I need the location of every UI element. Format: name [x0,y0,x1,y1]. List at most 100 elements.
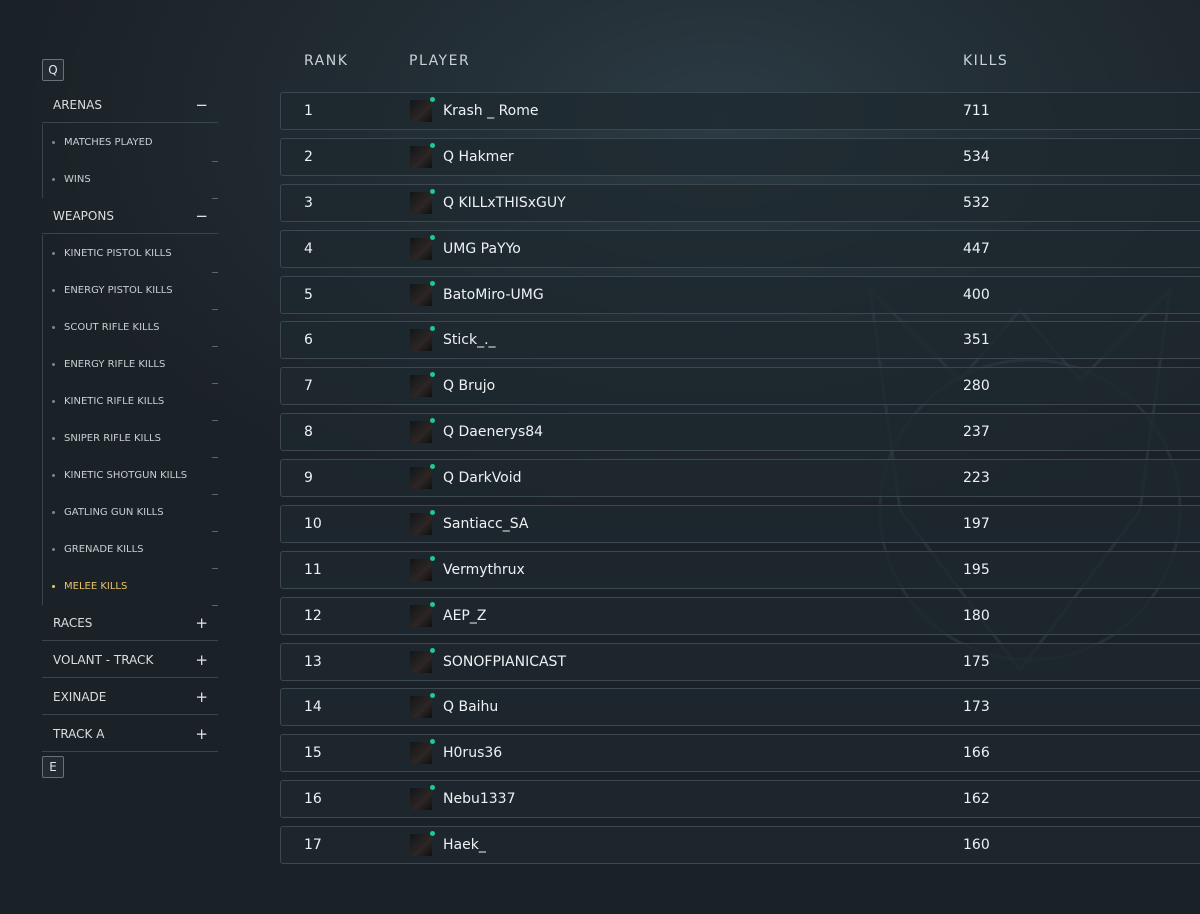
player-name[interactable]: UMG PaYYo [443,240,521,257]
player-name[interactable]: Krash _ Rome [443,103,539,119]
divider [212,346,218,347]
kills: 223 [963,470,990,486]
online-indicator [430,601,435,607]
player-name[interactable]: Nebu1337 [443,791,516,808]
online-indicator [430,647,435,653]
menu-section[interactable]: RACES + [42,605,218,641]
avatar [410,145,432,168]
menu-item[interactable]: WINS [42,161,218,199]
avatar [410,421,432,444]
menu-item[interactable]: ENERGY RIFLE KILLS [42,346,218,384]
player-name[interactable]: Q Baihu [443,699,499,716]
avatar [410,834,432,856]
leaderboard-row[interactable]: 12 AEP_Z 180 [280,596,1200,635]
leaderboard-row[interactable]: 8 Q Daenerys84 237 [280,413,1200,452]
divider [212,457,218,458]
avatar [410,512,432,535]
avatar [410,604,432,627]
player-name[interactable]: SONOFPIANICAST [443,653,566,670]
leaderboard-row[interactable]: 10 Santiacc_SA 197 [280,504,1200,543]
kills: 532 [963,194,990,211]
player-name[interactable]: Stick_._ [443,332,496,349]
player-name[interactable]: BatoMiro-UMG [443,286,544,303]
avatar [410,283,432,306]
menu-item[interactable]: MELEE KILLS [42,568,218,606]
menu-item[interactable]: ENERGY PISTOL KILLS [42,272,218,310]
bullet [52,548,55,551]
menu-section[interactable]: EXINADE + [42,679,218,715]
bullet [52,400,55,403]
divider [212,420,218,421]
leaderboard-row[interactable]: 1 Krash _ Rome 711 [280,92,1200,130]
menu-item[interactable]: GATLING GUN KILLS [42,494,218,532]
player-name[interactable]: Q Brujo [443,378,496,395]
online-indicator [430,280,435,286]
rank: 7 [304,378,313,395]
rank: 1 [304,103,313,119]
player-name[interactable]: Santiacc_SA [443,515,529,532]
divider [212,161,218,162]
kills: 173 [963,699,990,716]
avatar [410,788,432,811]
leaderboard-row[interactable]: 13 SONOFPIANICAST 175 [280,642,1200,681]
kills: 160 [963,837,990,853]
leaderboard-row[interactable]: 11 Vermythrux 195 [280,550,1200,589]
leaderboard-row[interactable]: 16 Nebu1337 162 [280,780,1200,819]
menu-item[interactable]: KINETIC RIFLE KILLS [42,383,218,421]
section-label: RACES [53,616,93,630]
rank: 5 [304,286,313,303]
player-name[interactable]: Haek_ [443,837,486,853]
rank: 10 [304,515,322,532]
online-indicator [430,97,435,102]
divider [212,309,218,310]
player-name[interactable]: Vermythrux [443,561,525,578]
menu-section[interactable]: TRACK A + [42,716,218,752]
menu-item[interactable]: KINETIC SHOTGUN KILLS [42,457,218,495]
player-name[interactable]: Q KILLxTHISxGUY [443,194,566,211]
rank: 2 [304,148,313,165]
leaderboard-row[interactable]: 15 H0rus36 166 [280,734,1200,773]
online-indicator [430,372,435,378]
player-name[interactable]: Q Daenerys84 [443,424,544,441]
bullet [52,585,55,588]
menu-section[interactable]: WEAPONS − [42,198,218,234]
player-name[interactable]: AEP_Z [443,607,487,624]
divider [212,272,218,273]
leaderboard-row[interactable]: 6 Stick_._ 351 [280,321,1200,360]
menu-item[interactable]: KINETIC PISTOL KILLS [42,235,218,273]
menu-item[interactable]: SCOUT RIFLE KILLS [42,309,218,347]
leaderboard-row[interactable]: 4 UMG PaYYo 447 [280,229,1200,268]
online-indicator [430,739,435,745]
divider [212,383,218,384]
divider [212,605,218,606]
menu-item[interactable]: MATCHES PLAYED [42,124,218,162]
expand-icon: + [195,614,208,632]
leaderboard-row[interactable]: 7 Q Brujo 280 [280,367,1200,406]
leaderboard-row[interactable]: 9 Q DarkVoid 223 [280,459,1200,497]
leaderboard-row[interactable]: 2 Q Hakmer 534 [280,137,1200,176]
section-label: VOLANT - TRACK [53,653,154,667]
leaderboard-row[interactable]: 14 Q Baihu 173 [280,688,1200,727]
player-name[interactable]: Q DarkVoid [443,470,522,486]
kills: 175 [963,653,990,670]
player-name[interactable]: Q Hakmer [443,148,514,165]
avatar [410,650,432,673]
menu-section[interactable]: ARENAS − [42,87,218,123]
leaderboard-row[interactable]: 3 Q KILLxTHISxGUY 532 [280,183,1200,222]
rank: 16 [304,791,322,808]
leaderboard-row[interactable]: 5 BatoMiro-UMG 400 [280,275,1200,314]
player-name[interactable]: H0rus36 [443,745,503,762]
rank: 15 [304,745,322,762]
online-indicator [430,509,435,515]
item-label: GRENADE KILLS [64,544,144,555]
item-label: SNIPER RIFLE KILLS [64,433,161,444]
leaderboard-row[interactable]: 17 Haek_ 160 [280,826,1200,864]
rank: 11 [304,561,322,578]
item-label: MATCHES PLAYED [64,137,153,148]
section-label: WEAPONS [53,209,114,223]
menu-item[interactable]: GRENADE KILLS [42,531,218,569]
kills: 351 [963,332,990,349]
menu-item[interactable]: SNIPER RIFLE KILLS [42,420,218,458]
menu-section[interactable]: VOLANT - TRACK + [42,642,218,678]
